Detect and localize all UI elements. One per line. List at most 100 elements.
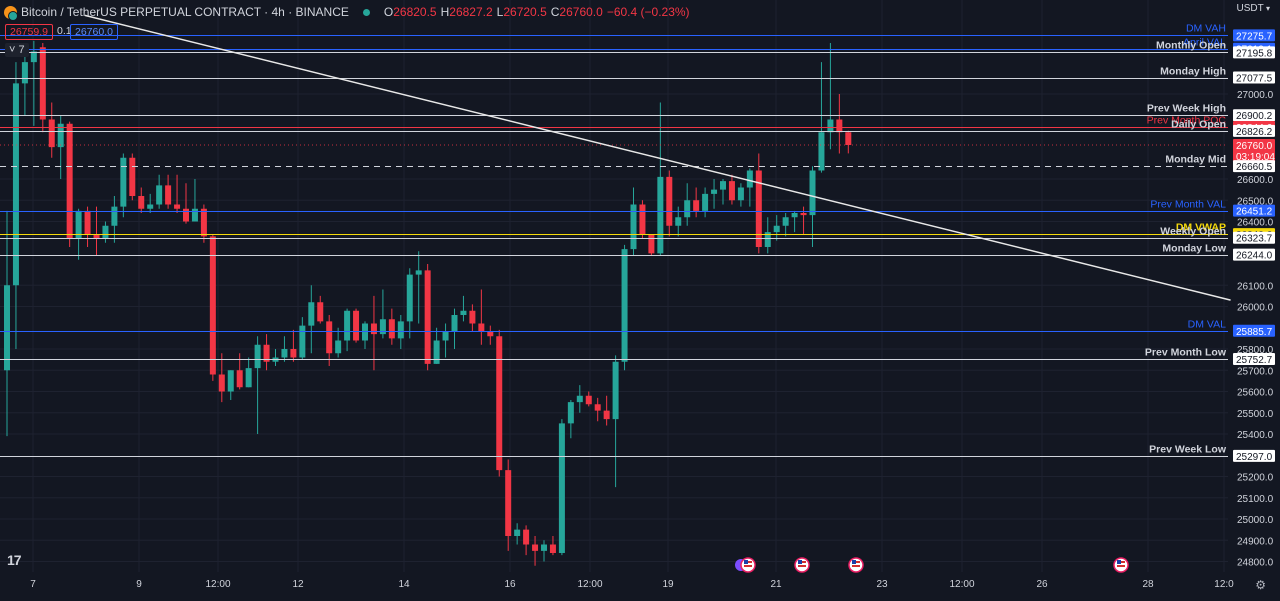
candle-body xyxy=(576,395,583,403)
candle-body xyxy=(129,157,136,196)
price-tick-label: 25700.0 xyxy=(1237,366,1274,377)
candle-body xyxy=(433,340,440,364)
trendline[interactable] xyxy=(84,14,1231,301)
level-label: DM VAH xyxy=(1186,23,1226,35)
market-status-icon xyxy=(362,8,370,16)
candle-body xyxy=(630,204,637,250)
time-tick-label: 12:00 xyxy=(949,579,974,590)
candle-body xyxy=(30,51,37,63)
level-label: Prev Week Low xyxy=(1149,444,1227,456)
candle-body xyxy=(728,181,735,201)
candle-body xyxy=(379,319,386,335)
candle-body xyxy=(532,544,539,551)
time-tick-label: 12 xyxy=(292,579,304,590)
candle-body xyxy=(84,210,91,235)
flag-stripe xyxy=(798,565,806,567)
price-tick-label: 25000.0 xyxy=(1237,515,1274,526)
gear-icon[interactable]: ⚙ xyxy=(1255,578,1266,592)
sell-button[interactable]: 26759.9 xyxy=(5,24,53,40)
price-label-text: 26660.5 xyxy=(1236,162,1273,173)
price-label-box xyxy=(1233,109,1275,122)
candle-body xyxy=(245,368,252,388)
ohlc-close: C26760.0 xyxy=(550,5,603,19)
indicators-toggle[interactable]: ˅ 7 xyxy=(5,43,29,57)
price-label-box xyxy=(1233,139,1275,163)
candle-body xyxy=(782,217,789,226)
candle-body xyxy=(415,270,422,275)
level-label: DM VAL xyxy=(1188,319,1226,331)
candle-body xyxy=(236,370,243,388)
price-label-box xyxy=(1233,29,1275,42)
candle-body xyxy=(567,402,574,424)
level-label: DM VWAP xyxy=(1176,222,1226,234)
candle-body xyxy=(299,325,306,358)
candle-body xyxy=(200,208,207,237)
price-label-box xyxy=(1233,353,1275,366)
candle-body xyxy=(541,544,547,551)
price-label-text: 26244.0 xyxy=(1236,251,1273,262)
tradingview-logo-icon[interactable]: 17 xyxy=(7,552,22,568)
candle-body xyxy=(594,404,601,411)
candle-body xyxy=(675,217,682,226)
price-tick-label: 24900.0 xyxy=(1237,536,1274,547)
candle-body xyxy=(496,336,503,471)
price-tick-label: 25100.0 xyxy=(1237,494,1274,505)
candle-body xyxy=(800,213,807,216)
price-label-box xyxy=(1233,71,1275,84)
time-axis[interactable]: 7 9 12:00 12 14 16 12:00 19 21 23 12:00 26 28 12:0 xyxy=(30,579,1234,590)
event-markers[interactable] xyxy=(735,557,1129,573)
candle-body xyxy=(281,349,288,358)
level-label: Monthly Open xyxy=(1156,40,1226,52)
level-label: Weekly Open xyxy=(1160,226,1226,238)
candle-body xyxy=(469,310,476,324)
candle-body xyxy=(487,332,494,337)
price-label-text: 27275.7 xyxy=(1236,31,1273,42)
candle-body xyxy=(478,323,485,332)
candle-body xyxy=(809,170,816,216)
candle-body xyxy=(353,310,360,341)
price-tick-label: 26500.0 xyxy=(1237,196,1274,207)
candle-body xyxy=(612,361,619,420)
price-tick-label: 27000.0 xyxy=(1237,90,1274,101)
candle-body xyxy=(693,200,700,211)
time-tick-label: 9 xyxy=(136,579,142,590)
candle-body xyxy=(442,332,449,341)
price-label-text: 26760.0 xyxy=(1236,141,1273,152)
candle-body xyxy=(755,170,762,247)
candle-body xyxy=(845,132,852,145)
candle-body xyxy=(21,62,28,84)
trendline-segment[interactable] xyxy=(84,14,1231,301)
currency-select[interactable]: USDT xyxy=(1237,3,1270,14)
buy-button[interactable]: 26760.0 xyxy=(70,24,118,40)
flag-canton xyxy=(744,560,748,564)
candle-body xyxy=(227,370,234,392)
price-tick-label: 26400.0 xyxy=(1237,218,1274,229)
order-quantity[interactable]: 0.1 xyxy=(57,25,72,37)
price-axis[interactable]: 27000.0 26600.0 26500.0 26400.0 26100.0 26000… xyxy=(1233,29,1275,569)
flag-canton xyxy=(1117,560,1121,564)
time-tick-label: 23 xyxy=(876,579,888,590)
candle-body xyxy=(165,185,172,205)
candle-body xyxy=(290,349,297,358)
time-tick-label: 26 xyxy=(1036,579,1048,590)
candle-body xyxy=(174,204,181,209)
symbol-header: Bitcoin / TetherUS PERPETUAL CONTRACT · … xyxy=(4,3,690,21)
candle-body xyxy=(666,176,673,226)
candle-body xyxy=(523,529,530,545)
candle-body xyxy=(388,319,395,339)
candle-body xyxy=(317,302,324,322)
time-tick-label: 21 xyxy=(770,579,782,590)
candle-body xyxy=(93,234,100,239)
price-label-box xyxy=(1233,46,1275,59)
price-label-box xyxy=(1233,231,1275,244)
price-label-text: 25885.7 xyxy=(1236,327,1273,338)
symbol-title[interactable]: Bitcoin / TetherUS PERPETUAL CONTRACT · … xyxy=(21,5,349,19)
price-label-box xyxy=(1233,248,1275,261)
price-label-box xyxy=(1233,204,1275,217)
candle-body xyxy=(120,157,127,207)
candle-body xyxy=(254,344,261,369)
candle-body xyxy=(57,123,64,148)
candle-body xyxy=(183,208,189,222)
level-label: Monday High xyxy=(1160,66,1226,78)
